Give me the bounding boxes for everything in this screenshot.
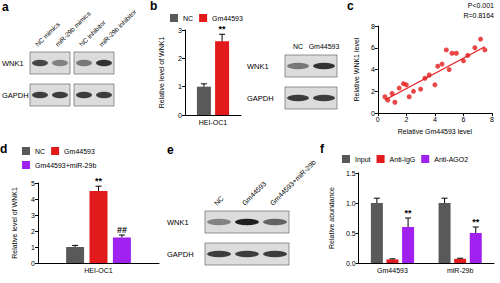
- svg-text:GAPDH: GAPDH: [247, 94, 274, 103]
- svg-text:4: 4: [31, 196, 35, 203]
- svg-text:Gm44593: Gm44593: [241, 180, 268, 207]
- svg-text:0.0: 0.0: [346, 260, 356, 267]
- svg-text:0: 0: [371, 110, 375, 117]
- svg-text:P<0.001: P<0.001: [468, 2, 494, 9]
- svg-text:Gm44593+miR-29b: Gm44593+miR-29b: [269, 158, 317, 206]
- svg-text:1.5: 1.5: [346, 170, 356, 177]
- svg-text:8: 8: [490, 116, 494, 123]
- svg-text:Gm44593+miR-29b: Gm44593+miR-29b: [35, 162, 96, 169]
- svg-text:d: d: [0, 143, 7, 156]
- svg-text:Gm44593: Gm44593: [309, 43, 340, 50]
- svg-text:WNK1: WNK1: [2, 59, 24, 68]
- svg-text:1: 1: [178, 83, 182, 90]
- svg-text:0: 0: [376, 116, 380, 123]
- svg-text:**: **: [405, 208, 413, 218]
- svg-text:Input: Input: [355, 156, 371, 164]
- svg-text:NC: NC: [183, 15, 193, 22]
- svg-text:1: 1: [31, 244, 35, 251]
- svg-text:2: 2: [404, 116, 408, 123]
- svg-text:0: 0: [178, 112, 182, 119]
- svg-text:WNK1: WNK1: [167, 218, 189, 227]
- svg-text:**: **: [95, 176, 103, 186]
- svg-text:4: 4: [433, 116, 437, 123]
- svg-text:Anti-AGO2: Anti-AGO2: [434, 156, 468, 163]
- svg-text:Gm44593: Gm44593: [212, 15, 243, 22]
- svg-text:5: 5: [31, 180, 35, 187]
- svg-text:Relative Gm44593 level: Relative Gm44593 level: [398, 128, 473, 135]
- svg-text:8: 8: [371, 23, 375, 30]
- svg-text:NC: NC: [293, 43, 303, 50]
- svg-text:Relative WNK1 level: Relative WNK1 level: [353, 37, 360, 101]
- svg-text:Gm44593: Gm44593: [377, 267, 408, 274]
- svg-text:3: 3: [31, 212, 35, 219]
- svg-text:2: 2: [371, 88, 375, 95]
- svg-text:WNK1: WNK1: [247, 62, 269, 71]
- svg-text:e: e: [167, 143, 174, 157]
- svg-text:HEI-OC1: HEI-OC1: [199, 119, 228, 126]
- svg-text:NC: NC: [213, 195, 225, 207]
- svg-text:miR-29b: miR-29b: [447, 267, 474, 274]
- svg-text:miR-29b mimics: miR-29b mimics: [53, 9, 92, 48]
- svg-text:1.0: 1.0: [346, 200, 356, 207]
- svg-text:b: b: [150, 0, 157, 13]
- svg-text:GAPDH: GAPDH: [2, 91, 29, 100]
- svg-text:c: c: [347, 0, 354, 13]
- svg-text:6: 6: [371, 44, 375, 51]
- svg-text:4: 4: [371, 66, 375, 73]
- svg-text:Relative level of WNK1: Relative level of WNK1: [158, 37, 165, 109]
- svg-text:2: 2: [178, 55, 182, 62]
- svg-text:**: **: [472, 217, 480, 227]
- svg-text:Anti-IgG: Anti-IgG: [390, 156, 416, 164]
- svg-text:2: 2: [31, 228, 35, 235]
- svg-text:HEI-OC1: HEI-OC1: [84, 267, 113, 274]
- svg-text:NC inhibitor: NC inhibitor: [77, 18, 107, 48]
- svg-text:3: 3: [178, 27, 182, 34]
- svg-text:Relative abundance: Relative abundance: [328, 187, 335, 249]
- svg-text:**: **: [219, 24, 227, 34]
- svg-text:GAPDH: GAPDH: [167, 250, 194, 259]
- svg-text:R=0.8164: R=0.8164: [463, 12, 494, 19]
- svg-text:NC mimics: NC mimics: [33, 20, 61, 48]
- svg-text:6: 6: [461, 116, 465, 123]
- svg-text:Gm44593: Gm44593: [64, 148, 95, 155]
- svg-text:miR-29b inhibitor: miR-29b inhibitor: [98, 7, 138, 47]
- svg-text:0: 0: [31, 260, 35, 267]
- svg-text:Relative level of WNK1: Relative level of WNK1: [11, 187, 18, 259]
- svg-text:0.5: 0.5: [346, 230, 356, 237]
- svg-text:##: ##: [117, 225, 127, 235]
- svg-text:NC: NC: [35, 148, 45, 155]
- svg-text:f: f: [320, 143, 325, 156]
- svg-text:a: a: [2, 0, 9, 14]
